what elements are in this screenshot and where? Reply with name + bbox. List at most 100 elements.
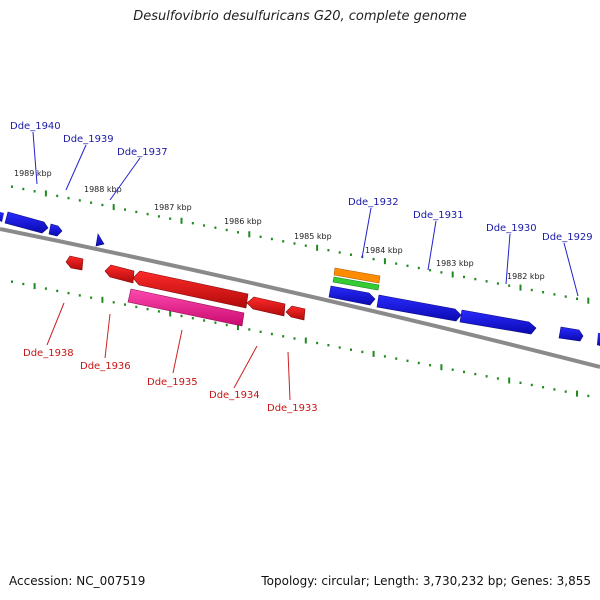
- minor-tick: [33, 190, 36, 193]
- minor-tick: [530, 288, 533, 292]
- minor-tick: [135, 210, 138, 214]
- gene-arrow-dde-1933[interactable]: [285, 305, 306, 321]
- minor-tick: [135, 305, 138, 309]
- minor-tick: [542, 291, 545, 294]
- minor-tick: [237, 231, 239, 234]
- minor-tick: [282, 335, 285, 338]
- gene-label-dde-1936[interactable]: Dde_1936: [80, 361, 131, 372]
- minor-tick: [417, 266, 420, 270]
- feature-green[interactable]: [332, 276, 380, 291]
- major-tick: [440, 364, 443, 371]
- minor-tick: [259, 235, 262, 238]
- minor-tick: [496, 282, 499, 285]
- minor-tick: [564, 390, 567, 393]
- minor-tick: [316, 341, 319, 345]
- map-title: Desulfovibrio desulfuricans G20, complet…: [133, 9, 467, 24]
- gene-arrow-dde-1934[interactable]: [246, 296, 286, 317]
- gene-arrow-dde-1930[interactable]: [459, 309, 537, 335]
- minor-tick: [463, 370, 465, 374]
- scale-ticks-outer: [11, 185, 590, 304]
- minor-tick: [463, 275, 465, 279]
- minor-tick: [90, 296, 93, 299]
- gene-label-dde-1931[interactable]: Dde_1931: [413, 210, 464, 221]
- major-tick: [372, 350, 375, 357]
- gene-label-dde-1937[interactable]: Dde_1937: [117, 147, 168, 158]
- gene-arrow-edge[interactable]: [597, 333, 600, 346]
- minor-tick: [67, 291, 70, 295]
- gene-arrow-dde-1939[interactable]: [48, 223, 63, 237]
- minor-tick: [451, 368, 454, 371]
- scale-label: 1988 kbp: [84, 185, 122, 194]
- minor-tick: [417, 361, 420, 365]
- minor-tick: [564, 295, 567, 298]
- minor-tick: [406, 264, 409, 267]
- bottom-callouts: [46, 302, 291, 401]
- scale-label: 1985 kbp: [294, 232, 332, 241]
- gene-label-dde-1929[interactable]: Dde_1929: [542, 232, 593, 243]
- minor-tick: [124, 208, 126, 211]
- gene-label-dde-1935[interactable]: Dde_1935: [147, 377, 198, 388]
- minor-tick: [191, 317, 194, 320]
- minor-tick: [350, 348, 352, 351]
- gene-arrow-dde-1940[interactable]: [4, 211, 49, 234]
- gene-label-dde-1934[interactable]: Dde_1934: [209, 390, 260, 401]
- minor-tick: [519, 381, 522, 384]
- gene-label-dde-1938[interactable]: Dde_1938: [23, 348, 74, 359]
- gene-arrow-dde-1929[interactable]: [558, 326, 584, 342]
- major-tick: [451, 271, 454, 278]
- gene-label-dde-1939[interactable]: Dde_1939: [63, 134, 114, 145]
- minor-tick: [553, 388, 556, 391]
- minor-tick: [474, 277, 477, 281]
- minor-tick: [11, 185, 13, 188]
- minor-tick: [22, 282, 25, 286]
- minor-tick: [282, 240, 285, 243]
- top-callouts: [32, 131, 579, 297]
- scale-label: 1986 kbp: [224, 217, 262, 226]
- minor-tick: [157, 310, 160, 313]
- minor-tick: [485, 375, 488, 378]
- gene-label-dde-1930[interactable]: Dde_1930: [486, 223, 537, 234]
- gene-label-dde-1940[interactable]: Dde_1940: [10, 121, 61, 132]
- minor-tick: [225, 323, 228, 327]
- minor-tick: [474, 372, 477, 376]
- gene-arrow-dde-1935[interactable]: [132, 270, 249, 309]
- minor-tick: [429, 269, 432, 272]
- major-tick: [508, 377, 511, 384]
- major-tick: [112, 204, 115, 211]
- minor-tick: [146, 212, 149, 216]
- minor-tick: [338, 346, 341, 349]
- minor-tick: [146, 307, 149, 311]
- feature-orange[interactable]: [333, 267, 381, 284]
- minor-tick: [90, 201, 93, 204]
- minor-tick: [293, 242, 296, 245]
- major-tick: [180, 217, 183, 224]
- minor-tick: [56, 289, 59, 293]
- gene-arrow-dde-1936[interactable]: [104, 264, 135, 284]
- major-tick: [33, 283, 36, 290]
- minor-tick: [440, 271, 443, 274]
- minor-tick: [214, 226, 217, 229]
- minor-tick: [587, 394, 590, 398]
- feature-dde-1935-pink[interactable]: [127, 288, 245, 327]
- major-tick: [304, 337, 307, 344]
- minor-tick: [270, 332, 273, 336]
- gene-arrow-dde-1931[interactable]: [376, 294, 462, 322]
- minor-tick: [406, 359, 409, 362]
- minor-tick: [22, 187, 25, 191]
- minor-tick: [395, 262, 398, 265]
- minor-tick: [542, 386, 545, 389]
- gene-arrow-dde-1938[interactable]: [65, 255, 84, 271]
- minor-tick: [304, 244, 307, 247]
- gene-arrow-dde-1937[interactable]: [95, 233, 105, 247]
- minor-tick: [259, 330, 262, 333]
- minor-tick: [361, 350, 364, 354]
- gene-arrow-dde-1932[interactable]: [328, 285, 376, 306]
- minor-tick: [214, 321, 217, 324]
- minor-tick: [270, 237, 273, 241]
- gene-label-dde-1932[interactable]: Dde_1932: [348, 197, 399, 208]
- minor-tick: [180, 314, 183, 318]
- gene-label-dde-1933[interactable]: Dde_1933: [267, 403, 318, 414]
- gene-arrow-edge-left[interactable]: [0, 212, 4, 222]
- scale-label: 1987 kbp: [154, 203, 192, 212]
